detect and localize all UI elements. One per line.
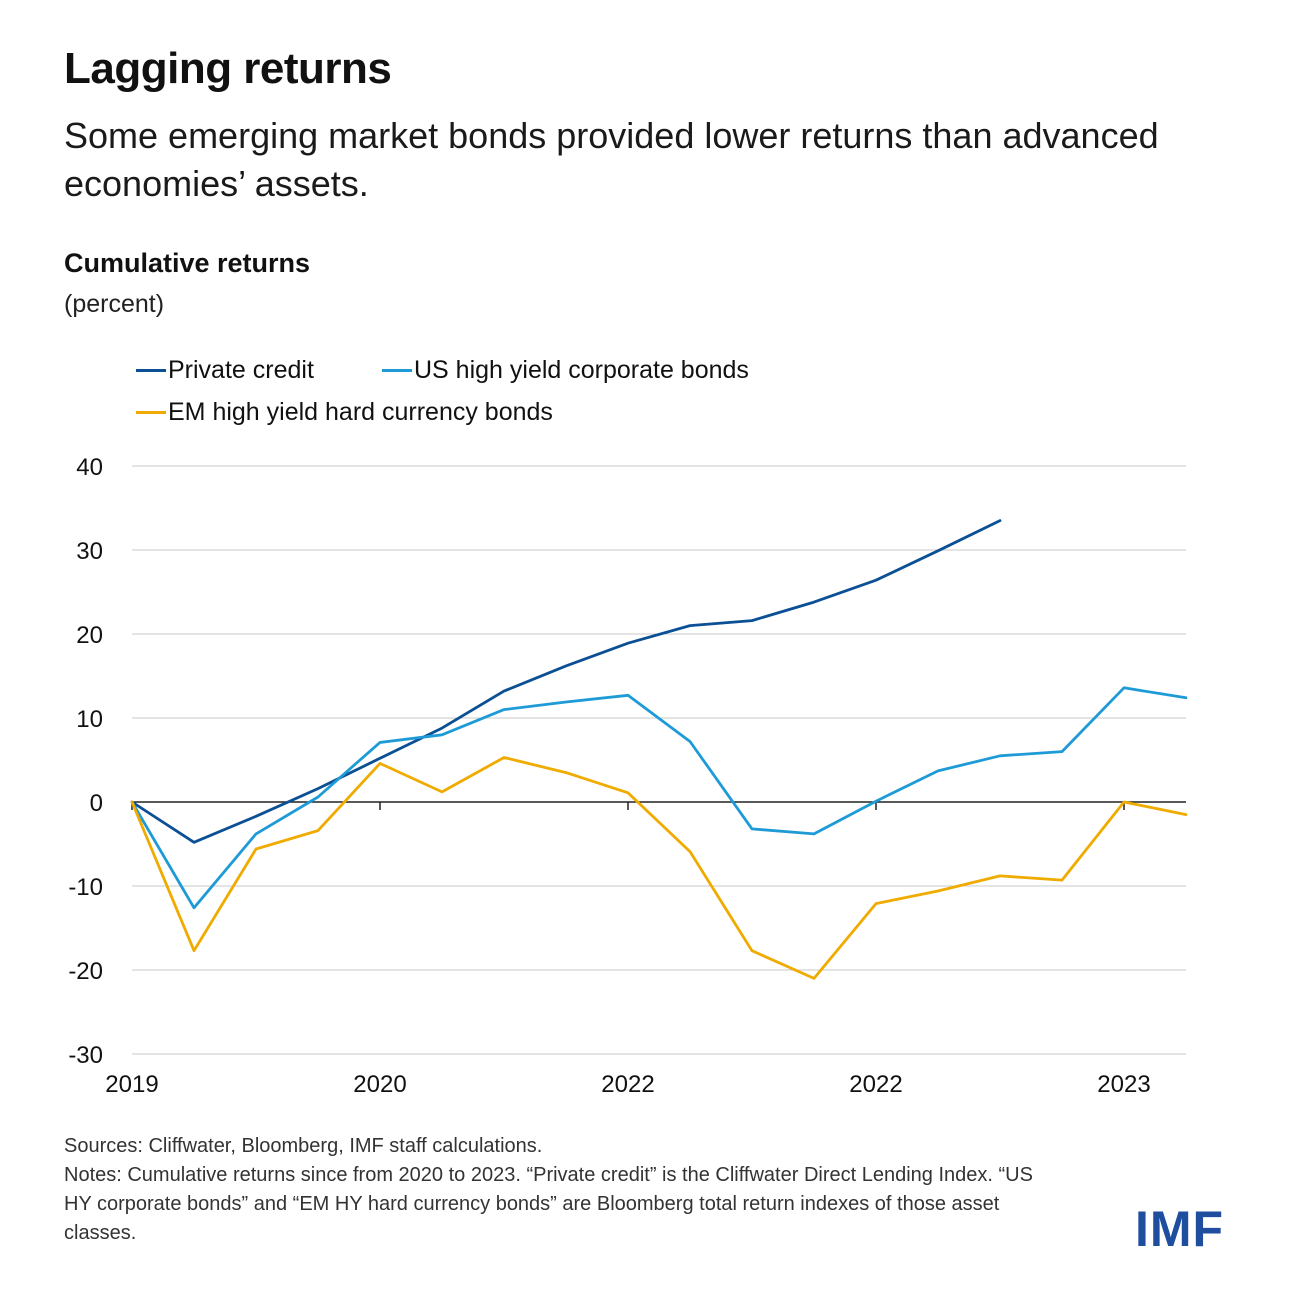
legend-swatch-private-credit [136,369,166,372]
chart-title: Cumulative returns [64,248,311,278]
legend-label-us-high-yield: US high yield corporate bonds [414,356,749,384]
x-tick-label: 2023 [1097,1071,1150,1098]
y-tick-label: -20 [68,958,103,985]
legend-item-em-high-yield: EM high yield hard currency bonds [136,398,553,427]
chart-unit-label: (percent) [64,290,165,318]
y-tick-label: 40 [76,454,103,481]
legend-swatch-em-high-yield [136,411,166,414]
x-tick-label: 2020 [353,1071,406,1098]
sources-note: Sources: Cliffwater, Bloomberg, IMF staf… [64,1135,543,1157]
series-line-us-high-yield [130,686,1188,910]
page-subtitle: Some emerging market bonds provided lowe… [64,115,1159,204]
y-tick-label: 0 [90,790,103,817]
y-tick-label: 30 [76,538,103,565]
x-tick-label: 2022 [849,1071,902,1098]
legend-label-em-high-yield: EM high yield hard currency bonds [168,398,553,426]
legend-item-us-high-yield: US high yield corporate bonds [382,356,749,385]
x-tick-label: 2022 [601,1071,654,1098]
legend-item-private-credit: Private credit [136,356,314,385]
legend-swatch-us-high-yield [382,369,412,372]
page-title: Lagging returns [64,44,392,93]
imf-logo: IMF [1135,1201,1225,1257]
legend-label-private-credit: Private credit [168,356,314,384]
y-tick-label: -10 [68,874,103,901]
chart-footer: Sources: Cliffwater, Bloomberg, IMF staf… [64,1132,1064,1248]
y-tick-label: 20 [76,622,103,649]
series-line-em-high-yield [130,756,1188,980]
x-tick-label: 2019 [105,1071,158,1098]
y-tick-label: -30 [68,1042,103,1069]
y-tick-label: 10 [76,706,103,733]
notes-text: Notes: Cumulative returns since from 202… [64,1164,1033,1244]
series-line-private-credit [130,519,1002,844]
